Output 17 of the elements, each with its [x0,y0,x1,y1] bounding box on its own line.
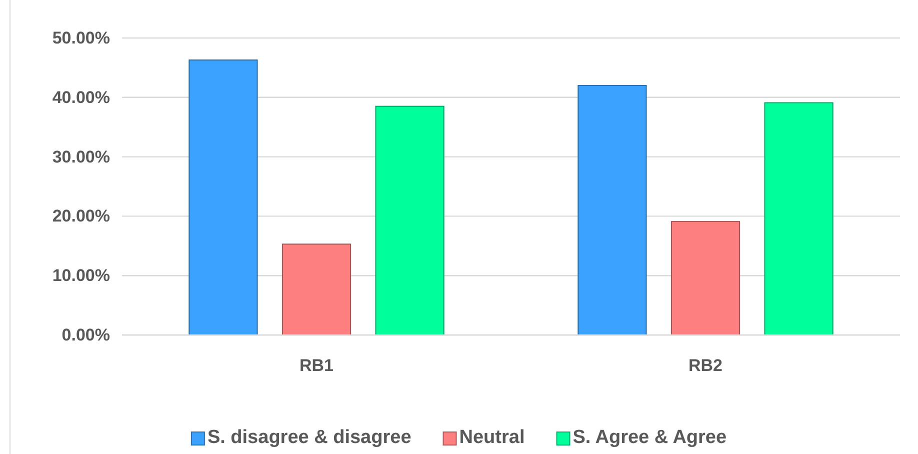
y-tick-label: 20.00% [52,206,110,226]
y-tick-label: 0.00% [62,325,110,344]
bar [578,85,647,336]
bar [188,59,258,336]
x-tick-label: RB2 [688,356,723,376]
bar [282,244,352,336]
x-tick-label: RB1 [299,356,334,376]
y-tick-label: 40.00% [52,88,110,107]
bar [375,106,444,336]
y-tick-label: 30.00% [52,147,110,166]
y-tick-label: 50.00% [52,28,110,48]
legend-label: S. Agree & Agree [572,427,727,448]
legend-label: Neutral [459,427,525,448]
bar [764,102,834,336]
bar [670,221,740,336]
y-tick-label: 10.00% [52,266,110,286]
legend-label: S. disagree & disagree [207,427,412,448]
